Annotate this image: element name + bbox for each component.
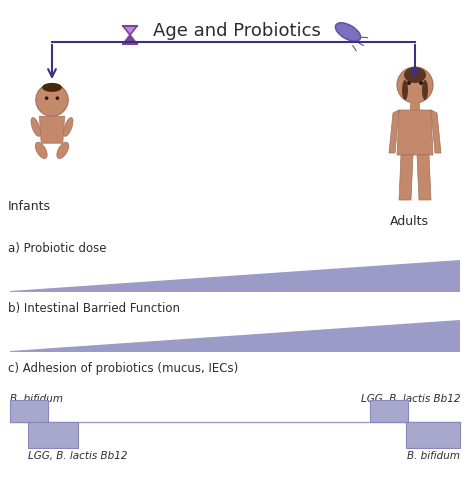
Bar [28, 422, 78, 448]
Ellipse shape [422, 80, 428, 100]
Circle shape [56, 96, 59, 100]
Polygon shape [10, 260, 460, 292]
Polygon shape [431, 110, 441, 153]
Text: Adults: Adults [390, 215, 429, 228]
Text: B. bifidum: B. bifidum [407, 451, 460, 461]
Bar [406, 422, 460, 448]
Polygon shape [389, 110, 399, 153]
Text: Infants: Infants [8, 200, 51, 213]
Polygon shape [123, 35, 137, 44]
Text: B. bifidum: B. bifidum [10, 394, 63, 404]
Ellipse shape [42, 83, 62, 92]
Polygon shape [123, 26, 137, 35]
Ellipse shape [35, 142, 47, 158]
Polygon shape [399, 155, 413, 200]
Polygon shape [10, 320, 460, 352]
Bar [10, 400, 48, 422]
Bar [370, 400, 408, 422]
Polygon shape [39, 116, 65, 143]
Text: LGG, B. lactis Bb12: LGG, B. lactis Bb12 [360, 394, 460, 404]
Ellipse shape [335, 22, 360, 42]
Ellipse shape [63, 118, 73, 137]
Text: c) Adhesion of probiotics (mucus, IECs): c) Adhesion of probiotics (mucus, IECs) [8, 362, 238, 375]
Circle shape [407, 81, 411, 85]
Text: Age and Probiotics: Age and Probiotics [153, 22, 320, 40]
Ellipse shape [57, 142, 69, 158]
Ellipse shape [31, 118, 41, 137]
Circle shape [36, 84, 68, 116]
Ellipse shape [402, 80, 408, 100]
Polygon shape [417, 155, 431, 200]
Text: a) Probiotic dose: a) Probiotic dose [8, 242, 106, 255]
Text: b) Intestinal Barried Function: b) Intestinal Barried Function [8, 302, 180, 315]
Text: LGG, B. lactis Bb12: LGG, B. lactis Bb12 [28, 451, 128, 461]
Polygon shape [410, 102, 420, 110]
Polygon shape [397, 110, 433, 155]
Circle shape [45, 96, 48, 100]
Ellipse shape [404, 67, 426, 83]
Circle shape [419, 81, 423, 85]
Circle shape [397, 67, 433, 103]
